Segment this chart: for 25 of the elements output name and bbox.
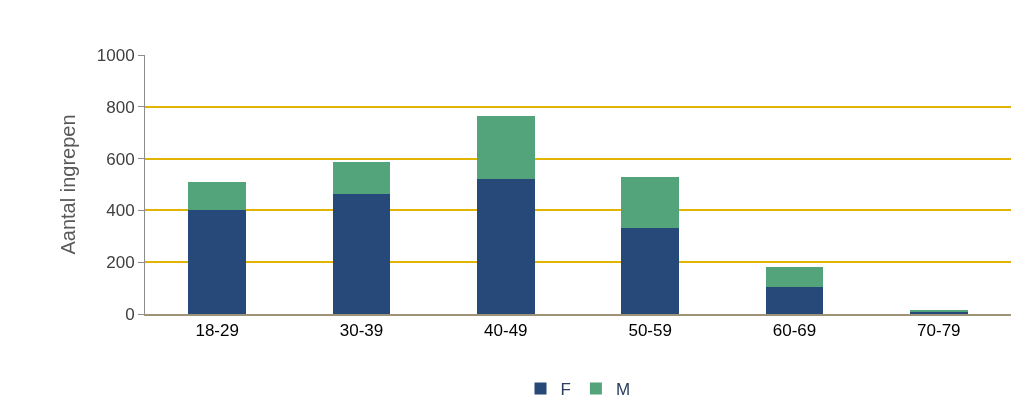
y-tick-label: 800 [106, 97, 135, 117]
bar [188, 210, 247, 314]
y-tick-label: 200 [106, 253, 135, 273]
x-tick-label: 70-79 [917, 321, 961, 341]
bar [621, 228, 680, 314]
legend-label: F [560, 380, 571, 400]
bar [765, 267, 824, 288]
bar [332, 162, 391, 194]
x-tick-label: 50-59 [628, 321, 672, 341]
bar [621, 176, 680, 229]
bar [765, 287, 824, 314]
x-tick-label: 30-39 [339, 321, 384, 341]
bar [476, 178, 535, 314]
y-tick-label: 0 [125, 304, 135, 324]
bar [332, 193, 391, 314]
x-tick-label: 18-29 [195, 321, 239, 341]
legend-label: M [615, 380, 631, 400]
y-tick-label: 1000 [96, 45, 135, 65]
x-tick-label: 40-49 [484, 321, 528, 341]
bar [476, 116, 535, 179]
x-tick-label: 60-69 [772, 321, 817, 341]
y-axis-title: Aantal ingrepen [57, 114, 80, 255]
bar [188, 182, 247, 211]
y-tick-label: 400 [106, 201, 135, 221]
y-tick-label: 600 [106, 149, 135, 169]
